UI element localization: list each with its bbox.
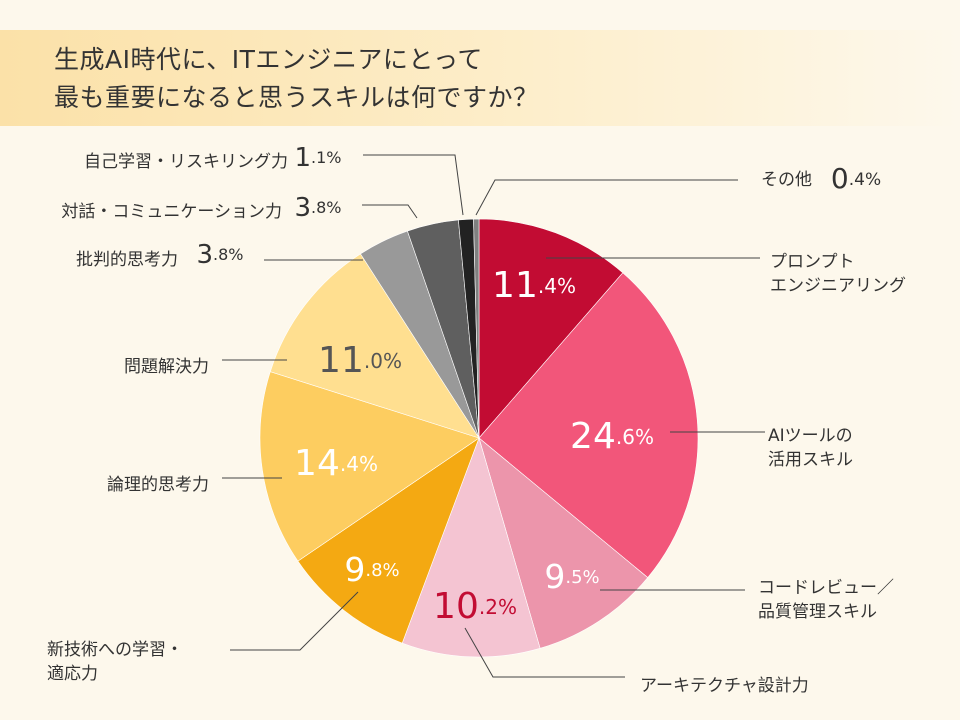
slice-category-label: プロンプトエンジニアリング	[770, 252, 906, 296]
slice-value-label: 0.4%	[831, 162, 881, 195]
slice-category-label: その他	[761, 170, 812, 190]
pie-slice	[478, 437, 649, 649]
slice-value-label: 3.8%	[294, 193, 341, 223]
slice-category-label: 問題解決力	[124, 357, 209, 377]
title-band	[0, 30, 960, 126]
chart-title-line-1: 生成AI時代に、ITエンジニアにとって	[54, 45, 483, 74]
pie-slices	[259, 218, 699, 658]
slice-category-label: 新技術への学習・適応力	[47, 640, 183, 684]
leader-line	[363, 154, 464, 216]
slice-value-label: 10.2%	[433, 586, 517, 627]
pie-slice	[401, 437, 541, 658]
slice-category-label: コードレビュー／品質管理スキル	[758, 578, 894, 622]
slice-value-label: 9.5%	[544, 557, 599, 596]
slice-value-label: 1.1%	[294, 143, 341, 173]
slice-category-label: アーキテクチャ設計力	[640, 676, 809, 696]
pie-slice	[478, 218, 624, 439]
slice-value-label: 14.4%	[294, 443, 378, 484]
slice-category-labels: プロンプトエンジニアリング AIツールの活用スキルコードレビュー／品質管理スキルア…	[47, 143, 906, 697]
slice-category-label: AIツールの活用スキル	[768, 426, 853, 470]
leader-line	[230, 591, 359, 651]
pie-slice	[478, 272, 699, 579]
slice-category-label: 批判的思考力	[76, 250, 178, 270]
chart-title-line-2: 最も重要になると思うスキルは何ですか？	[54, 83, 539, 112]
leader-line	[464, 627, 625, 678]
slice-value-label: 3.8%	[196, 240, 243, 270]
slice-category-label: 対話・コミュニケーション力	[61, 202, 282, 222]
slice-category-label: 自己学習・リスキリング力	[84, 152, 288, 172]
leader-line	[475, 179, 738, 216]
pie-slice	[259, 371, 480, 562]
slice-value-labels: 11.4% 24.6% 9.5% 10.2% 9.8% 14.4% 11.0%	[294, 265, 654, 627]
pie-slice	[269, 253, 480, 439]
slice-value-label: 11.0%	[318, 340, 402, 381]
pie-slice	[473, 218, 480, 439]
pie-slice	[297, 437, 480, 644]
slice-category-label: 論理的思考力	[107, 475, 209, 495]
leader-line	[362, 204, 418, 219]
slice-value-label: 11.4%	[492, 265, 576, 306]
slice-value-label: 24.6%	[570, 416, 654, 457]
slice-value-label: 9.8%	[344, 550, 399, 589]
leader-lines	[222, 154, 765, 678]
